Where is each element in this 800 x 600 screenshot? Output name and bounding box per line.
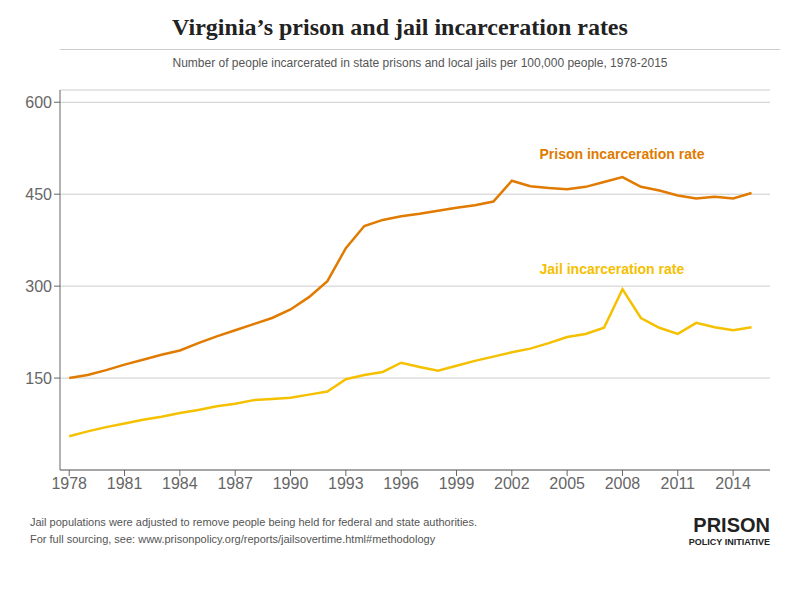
svg-text:1996: 1996 (383, 475, 419, 492)
svg-text:2014: 2014 (715, 475, 751, 492)
html-text:POLICY INITIATIVE: POLICY INITIATIVE (688, 537, 770, 547)
svg-text:1990: 1990 (273, 475, 309, 492)
svg-text:600: 600 (25, 94, 52, 111)
svg-text:2002: 2002 (494, 475, 530, 492)
svg-text:Prison incarceration rate: Prison incarceration rate (539, 146, 704, 162)
html-text:Number of people incarcerated: Number of people incarcerated in state p… (172, 56, 668, 70)
svg-text:300: 300 (25, 278, 52, 295)
svg-text:150: 150 (25, 370, 52, 387)
svg-text:1981: 1981 (107, 475, 143, 492)
html-text:Jail populations were adjusted: Jail populations were adjusted to remove… (30, 516, 477, 528)
svg-text:1987: 1987 (217, 475, 253, 492)
svg-text:450: 450 (25, 186, 52, 203)
svg-text:1984: 1984 (162, 475, 198, 492)
svg-text:1993: 1993 (328, 475, 364, 492)
html-text:PRISON: PRISON (693, 514, 770, 536)
html-text:Virginia’s prison and jail inc: Virginia’s prison and jail incarceration… (172, 14, 628, 40)
svg-text:2011: 2011 (661, 475, 696, 492)
svg-text:1999: 1999 (439, 475, 475, 492)
svg-text:2005: 2005 (549, 475, 585, 492)
svg-text:Jail incarceration rate: Jail incarceration rate (539, 261, 684, 277)
html-text:For full sourcing, see: www.pr: For full sourcing, see: www.prisonpolicy… (30, 533, 436, 545)
svg-text:1978: 1978 (51, 475, 87, 492)
svg-text:2008: 2008 (605, 475, 641, 492)
